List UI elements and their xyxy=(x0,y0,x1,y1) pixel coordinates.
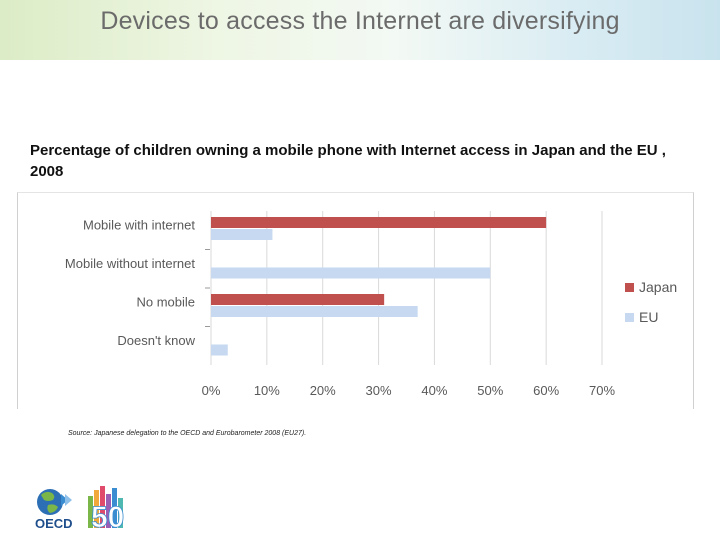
logo-text: OECD xyxy=(35,516,73,530)
category-label-3: Doesn't know xyxy=(117,333,195,348)
category-label-0: Mobile with internet xyxy=(83,217,195,232)
chart-title: Percentage of children owning a mobile p… xyxy=(30,142,666,180)
source-note: Source: Japanese delegation to the OECD … xyxy=(68,430,307,437)
x-tick-label-5: 50% xyxy=(477,383,503,398)
x-tick-label-2: 20% xyxy=(310,383,336,398)
bar-eu-2 xyxy=(211,306,418,317)
x-tick-label-0: 0% xyxy=(202,383,221,398)
anniversary-bars xyxy=(88,486,123,528)
x-tick-label-4: 40% xyxy=(421,383,447,398)
legend-label-japan: Japan xyxy=(639,279,677,295)
bar-eu-3 xyxy=(211,344,228,356)
slide-title: Devices to access the Internet are diver… xyxy=(100,7,620,35)
bar-japan-2 xyxy=(211,294,385,305)
header-band xyxy=(0,0,720,60)
x-tick-label-6: 60% xyxy=(533,383,559,398)
bar-japan-0 xyxy=(211,217,547,228)
bar-chart: Mobile with internet Mobile without inter… xyxy=(65,211,677,398)
category-label-1: Mobile without internet xyxy=(65,256,195,271)
x-tick-label-1: 10% xyxy=(254,383,280,398)
logo-anniversary: 50 xyxy=(91,501,124,530)
bar-eu-0 xyxy=(211,229,273,240)
legend-swatch-japan xyxy=(625,283,634,292)
legend-swatch-eu xyxy=(625,313,634,322)
legend-label-eu: EU xyxy=(639,309,658,325)
bar-eu-1 xyxy=(211,267,491,279)
x-tick-label-3: 30% xyxy=(366,383,392,398)
category-label-2: No mobile xyxy=(136,294,195,309)
globe-icon xyxy=(37,489,63,515)
oecd-50-logo: OECD 50 xyxy=(35,486,125,530)
arrows-icon xyxy=(61,494,72,506)
chart-frame: Mobile with internet Mobile without inter… xyxy=(17,192,694,409)
x-tick-label-7: 70% xyxy=(589,383,615,398)
